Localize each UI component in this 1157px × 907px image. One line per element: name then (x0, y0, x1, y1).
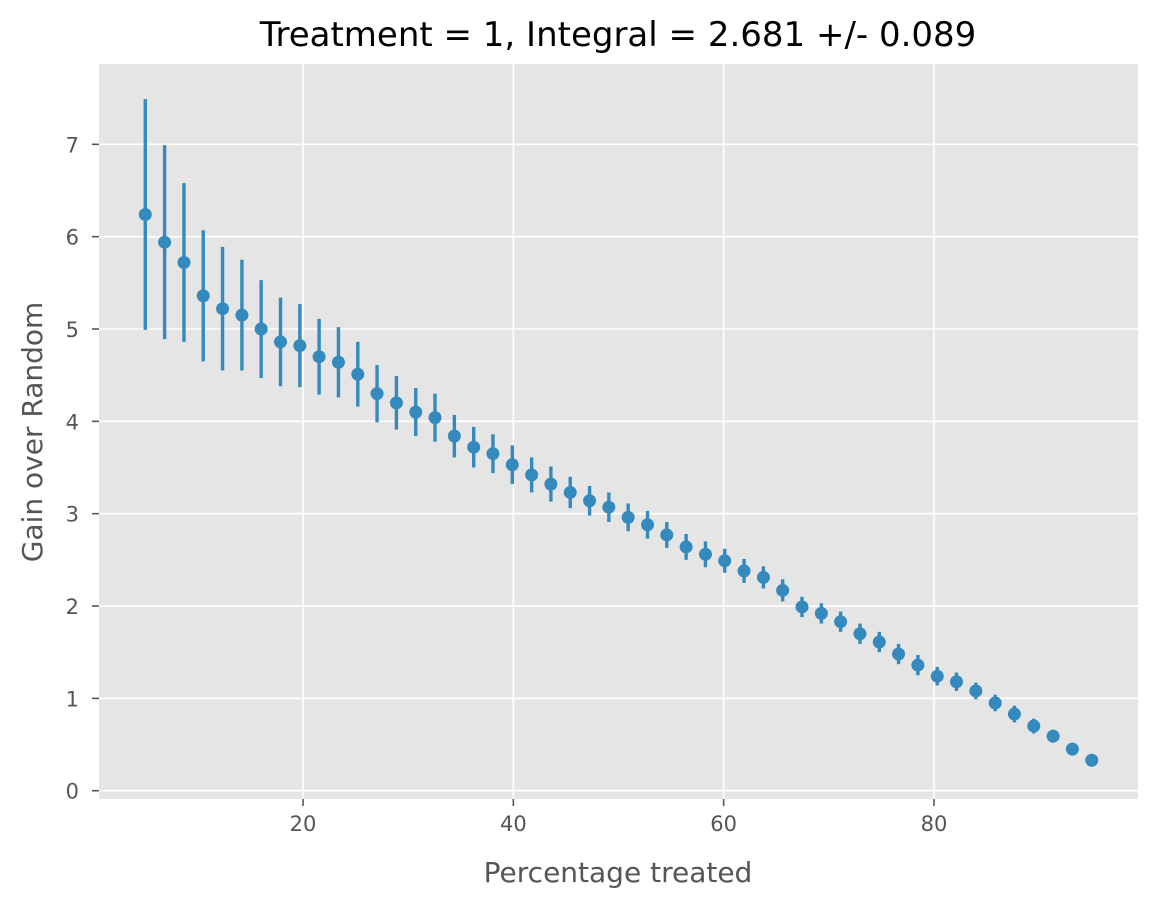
data-point (853, 627, 867, 641)
data-point (737, 564, 751, 578)
data-point (911, 658, 925, 672)
data-point (969, 684, 983, 698)
data-point (235, 308, 249, 322)
data-point (409, 405, 423, 419)
data-point (641, 518, 655, 532)
data-point (389, 396, 403, 410)
y-tick-label: 6 (66, 226, 79, 250)
data-point (621, 510, 635, 524)
data-point (988, 696, 1002, 710)
x-ticks: 20 40 60 80 (290, 799, 948, 836)
chart-title: Treatment = 1, Integral = 2.681 +/- 0.08… (259, 15, 977, 55)
data-point (505, 458, 519, 472)
data-point (274, 335, 288, 349)
y-ticks: 0 1 2 3 4 5 6 7 (66, 133, 99, 804)
plot-background (99, 64, 1138, 799)
y-tick-label: 5 (66, 318, 79, 342)
data-point (138, 208, 152, 222)
data-point (795, 600, 809, 614)
data-point (892, 647, 906, 661)
y-tick-label: 2 (66, 595, 79, 619)
y-tick-label: 7 (66, 133, 79, 157)
data-point (370, 387, 384, 401)
y-tick-label: 4 (66, 410, 79, 434)
data-point (447, 429, 461, 443)
data-point (949, 675, 963, 689)
y-tick-label: 0 (66, 780, 79, 804)
data-point (1007, 707, 1021, 721)
x-axis-label: Percentage treated (484, 856, 753, 889)
data-point (776, 583, 790, 597)
data-point (814, 606, 828, 620)
data-point (293, 339, 307, 353)
data-point (872, 635, 886, 649)
data-point (583, 494, 597, 508)
data-point (467, 440, 481, 454)
data-point (756, 570, 770, 584)
x-tick-label: 80 (921, 812, 948, 836)
data-points (138, 208, 1099, 767)
data-point (351, 367, 365, 381)
data-point (834, 615, 848, 629)
data-point (563, 485, 577, 499)
data-point (1046, 729, 1060, 743)
data-point (718, 554, 732, 568)
data-point (930, 669, 944, 683)
data-point (679, 540, 693, 554)
data-point (158, 235, 172, 249)
data-point (216, 302, 230, 316)
gridlines (99, 64, 1138, 799)
data-point (1065, 742, 1079, 756)
y-tick-label: 1 (66, 687, 79, 711)
data-point (660, 528, 674, 542)
x-tick-label: 40 (500, 812, 527, 836)
data-point (1027, 719, 1041, 733)
data-point (525, 468, 539, 482)
data-point (1085, 753, 1099, 767)
data-point (177, 256, 191, 270)
data-point (196, 289, 210, 303)
data-point (254, 322, 268, 336)
y-axis-label: Gain over Random (16, 302, 49, 563)
y-tick-label: 3 (66, 503, 79, 527)
data-point (698, 547, 712, 561)
data-point (312, 350, 326, 364)
x-tick-label: 60 (710, 812, 737, 836)
data-point (331, 355, 345, 369)
x-tick-label: 20 (290, 812, 317, 836)
data-point (486, 447, 500, 461)
data-point (428, 411, 442, 425)
data-point (602, 500, 616, 514)
data-point (544, 477, 558, 491)
